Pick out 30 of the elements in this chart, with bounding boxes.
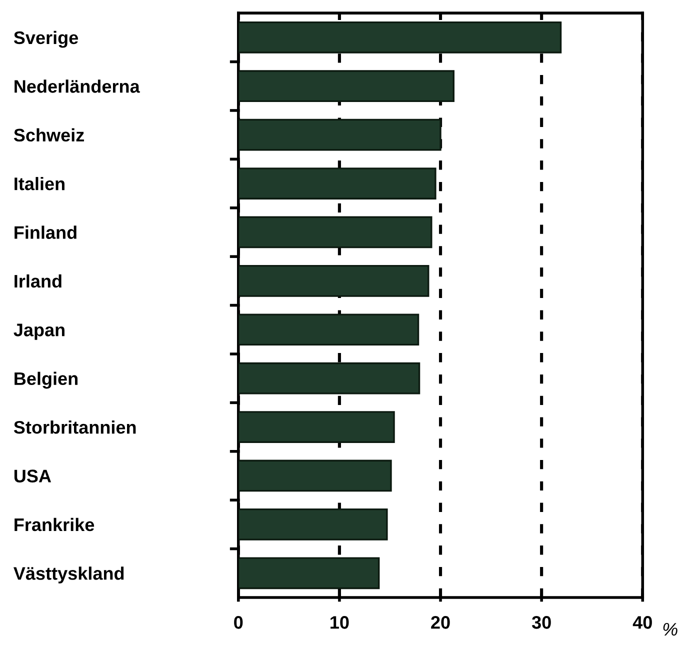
y-tick-label: Storbritannien <box>14 420 136 434</box>
y-tick-label: Västtyskland <box>14 566 124 584</box>
bar <box>238 508 388 540</box>
x-axis-title: % <box>663 622 678 636</box>
bar <box>238 460 392 492</box>
y-tick-label: Belgien <box>14 372 78 389</box>
y-tick-label: Schweiz <box>14 128 84 142</box>
bar <box>238 168 436 200</box>
bar <box>238 264 430 297</box>
y-tick-label: Irland <box>14 274 62 288</box>
bar <box>238 411 395 443</box>
y-tick-label: Italien <box>14 176 64 190</box>
y-tick-label: Nederländerna <box>14 80 140 93</box>
x-tick-label: 0 <box>234 616 243 629</box>
y-tick-label: Sverige <box>14 30 78 48</box>
y-tick-label: Finland <box>14 226 76 239</box>
bar <box>238 557 380 590</box>
y-tick-label: USA <box>14 470 52 482</box>
x-tick-label: 30 <box>532 616 551 629</box>
bar <box>238 362 420 394</box>
x-tick-label: 10 <box>330 616 349 629</box>
bar <box>238 314 420 346</box>
bar <box>238 216 432 248</box>
x-tick-label: 20 <box>431 616 450 629</box>
x-tick-label: 40 <box>632 616 652 629</box>
y-tick-label: Japan <box>14 324 64 340</box>
bar <box>238 118 442 151</box>
y-tick-label: Frankrike <box>14 518 94 532</box>
bar <box>238 70 454 102</box>
bar <box>238 21 562 54</box>
